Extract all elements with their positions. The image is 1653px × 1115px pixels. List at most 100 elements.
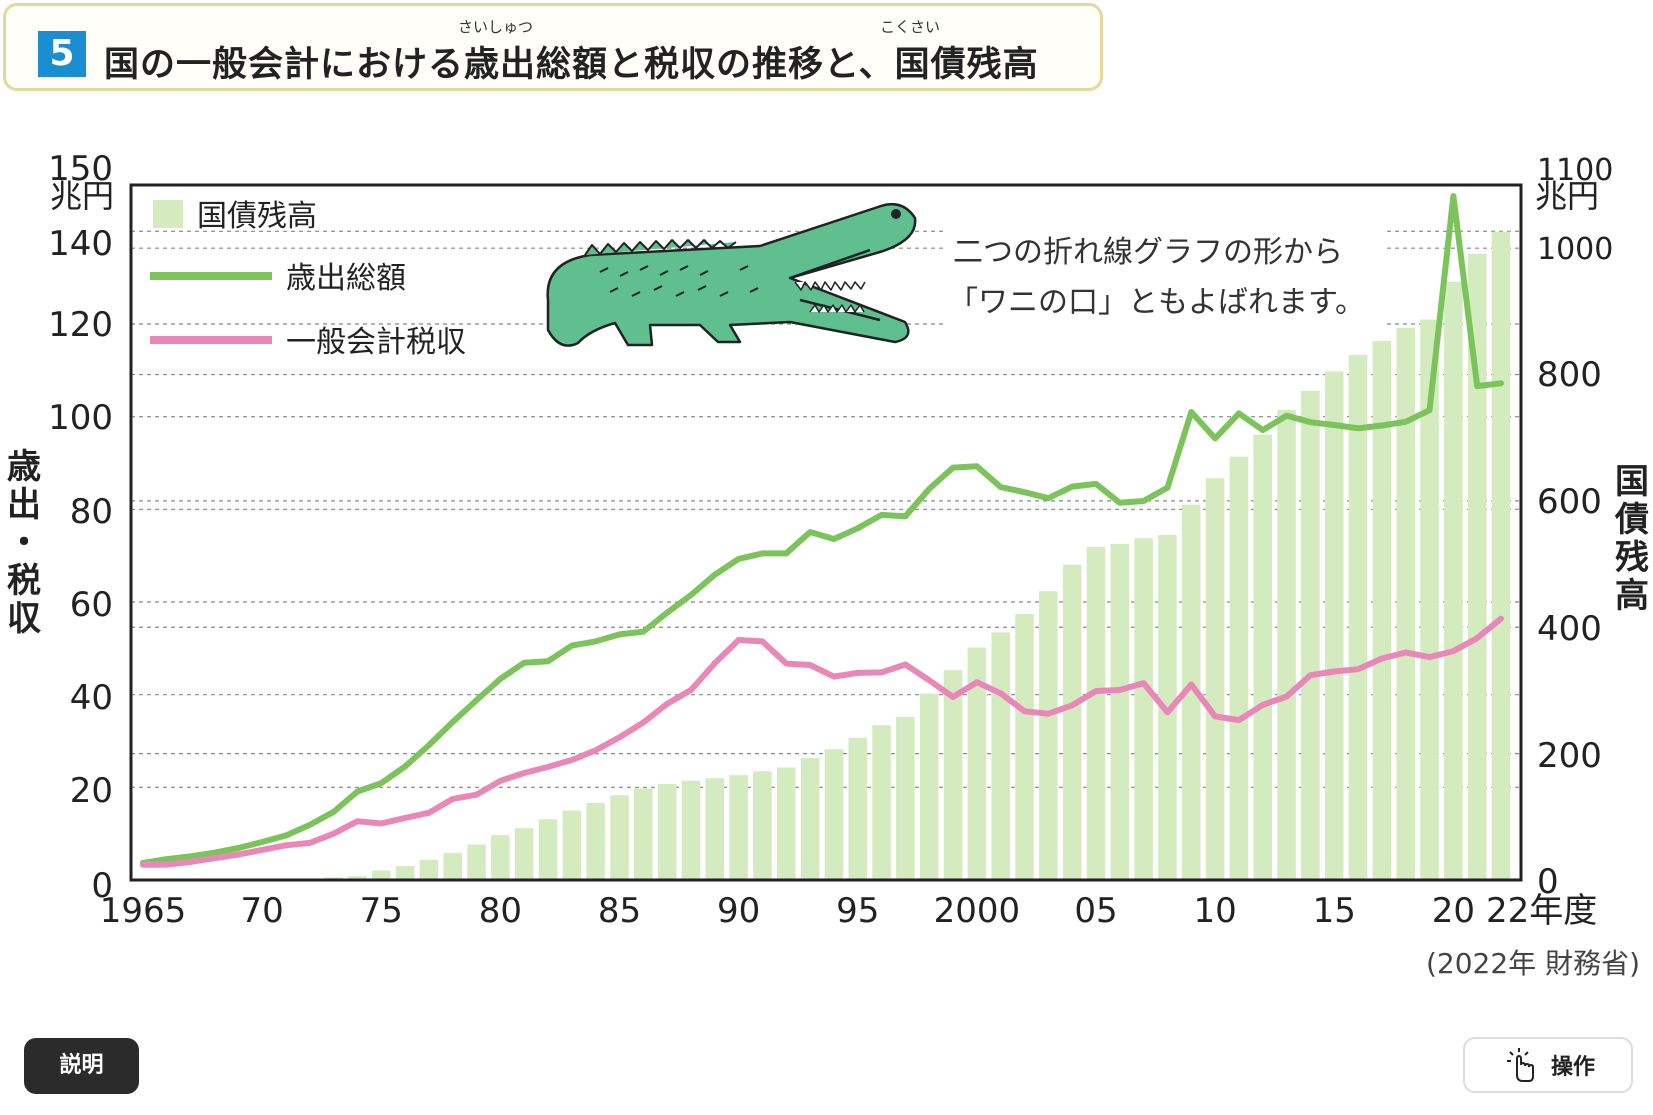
legend-label-debt: 国債残高: [197, 199, 317, 234]
debt-bar-2012: [1253, 434, 1273, 880]
debt-bar-1975: [371, 870, 391, 880]
note-line-1: 二つの折れ線グラフの形から: [953, 235, 1343, 270]
debt-bar-1976: [395, 866, 415, 880]
x-tick-1995: 95: [836, 891, 879, 931]
debt-bar-1978: [443, 852, 463, 880]
debt-bar-1994: [824, 749, 844, 880]
series-line-tax: [140, 615, 1504, 868]
debt-bar-2013: [1277, 409, 1296, 880]
debt-bar-1997: [896, 716, 915, 880]
right-tick-1000: 1000: [1537, 232, 1613, 267]
debt-bar-2017: [1372, 341, 1392, 880]
debt-bar-2018: [1396, 327, 1415, 881]
debt-bar-2000: [967, 647, 987, 880]
left-tick-40: 40: [70, 678, 113, 718]
left-axis-label: 歳出・税収: [7, 447, 41, 639]
series-lines: [129, 183, 1523, 882]
right-tick-400: 400: [1537, 609, 1602, 649]
x-tick-2010: 10: [1193, 891, 1236, 931]
debt-bar-1974: [348, 876, 367, 880]
debt-bar-2005: [1086, 547, 1106, 880]
debt-bar-1998: [919, 693, 939, 880]
debt-bar-2019: [1420, 319, 1439, 880]
x-tick-1980: 80: [479, 891, 522, 931]
left-tick-60: 60: [70, 585, 113, 625]
debt-bar-2003: [1039, 591, 1058, 880]
left-tick-120: 120: [48, 305, 113, 345]
left-axis-unit: 兆円: [50, 177, 114, 215]
right-tick-200: 200: [1537, 736, 1602, 776]
operation-label: 操作: [1550, 1055, 1595, 1080]
debt-bar-1989: [705, 778, 725, 880]
source-note: (2022年 財務省): [1426, 947, 1640, 980]
debt-bar-2015: [1324, 371, 1344, 880]
debt-bar-2020: [1444, 281, 1463, 880]
x-tick-2020: 20: [1432, 891, 1475, 931]
right-tick-600: 600: [1537, 482, 1602, 522]
x-tick-1975: 75: [360, 891, 403, 931]
debt-bar-2006: [1110, 543, 1130, 880]
debt-bar-1991: [753, 771, 772, 880]
note-line-2: 「ワニの口」ともよばれます。: [948, 285, 1365, 320]
tap-hand-icon: [1506, 1048, 1534, 1082]
debt-bar-2016: [1348, 354, 1368, 880]
debt-bar-1993: [800, 758, 820, 880]
debt-bar-1990: [729, 775, 748, 880]
right-tick-1100: 1100: [1537, 153, 1613, 188]
ruby-saishutsu: さいしゅつ: [458, 18, 534, 36]
debt-bar-2009: [1181, 504, 1201, 880]
right-tick-0: 0: [1537, 862, 1559, 902]
debt-bar-1977: [419, 859, 439, 880]
debt-bar-1981: [514, 828, 534, 880]
left-tick-20: 20: [70, 771, 113, 811]
debt-bar-1992: [776, 767, 796, 880]
crocodile-illustration: [546, 203, 917, 347]
debt-bar-1986: [634, 788, 653, 880]
debt-bar-1987: [657, 783, 677, 880]
description-button[interactable]: 説明: [24, 1038, 139, 1094]
operation-button[interactable]: 操作: [1463, 1037, 1633, 1093]
left-tick-150: 150: [48, 149, 113, 189]
title-box: 5 さいしゅつ こくさい 国の一般会計における歳出総額と税収の推移と、国債残高: [3, 3, 1103, 91]
debt-bar-1988: [681, 780, 701, 880]
legend-label-tax: 一般会計税収: [286, 325, 466, 360]
axis-ticks: 0 20 40 60 80 100 120 140 150 0 200 400 600 800 1000 11…: [48, 149, 1613, 931]
x-tick-2005: 05: [1074, 891, 1117, 931]
left-tick-100: 100: [48, 398, 113, 438]
debt-bar-2010: [1205, 478, 1225, 880]
debt-bar-1984: [586, 802, 605, 880]
debt-bar-2002: [1015, 614, 1034, 880]
legend-swatch-debt: [153, 200, 183, 228]
left-tick-80: 80: [70, 492, 113, 532]
x-tick-1965: 1965: [100, 891, 187, 931]
debt-bars: [300, 231, 1511, 881]
debt-bar-2007: [1134, 538, 1153, 880]
left-tick-0: 0: [91, 866, 113, 906]
debt-bar-2011: [1229, 456, 1249, 880]
debt-bar-1999: [943, 670, 963, 880]
legend-label-expenditure: 歳出総額: [286, 261, 406, 296]
right-tick-800: 800: [1537, 355, 1602, 395]
x-tick-1990: 90: [717, 891, 760, 931]
x-tick-2015: 15: [1313, 891, 1356, 931]
debt-bar-1983: [562, 810, 582, 880]
x-tick-1970: 70: [240, 891, 283, 931]
debt-bar-1995: [848, 737, 868, 880]
debt-bar-1985: [610, 795, 629, 880]
left-tick-140: 140: [48, 224, 113, 264]
debt-bar-2014: [1301, 390, 1320, 880]
legend: 国債残高 歳出総額 一般会計税収: [150, 199, 466, 360]
debt-bar-1979: [467, 844, 486, 880]
x-tick-1985: 85: [598, 891, 641, 931]
page-title: 国の一般会計における歳出総額と税収の推移と、国債残高: [104, 45, 1039, 85]
right-axis-label: 国債残高: [1614, 462, 1649, 616]
note-background: [945, 228, 1385, 328]
debt-bar-2022: [1491, 231, 1511, 881]
debt-bar-1980: [491, 835, 510, 880]
debt-bar-1996: [872, 725, 891, 880]
series-line-expenditure: [140, 193, 1504, 866]
debt-bar-2004: [1062, 564, 1082, 880]
plot-frame-border: [129, 183, 1523, 882]
ruby-kokusai: こくさい: [880, 18, 941, 36]
